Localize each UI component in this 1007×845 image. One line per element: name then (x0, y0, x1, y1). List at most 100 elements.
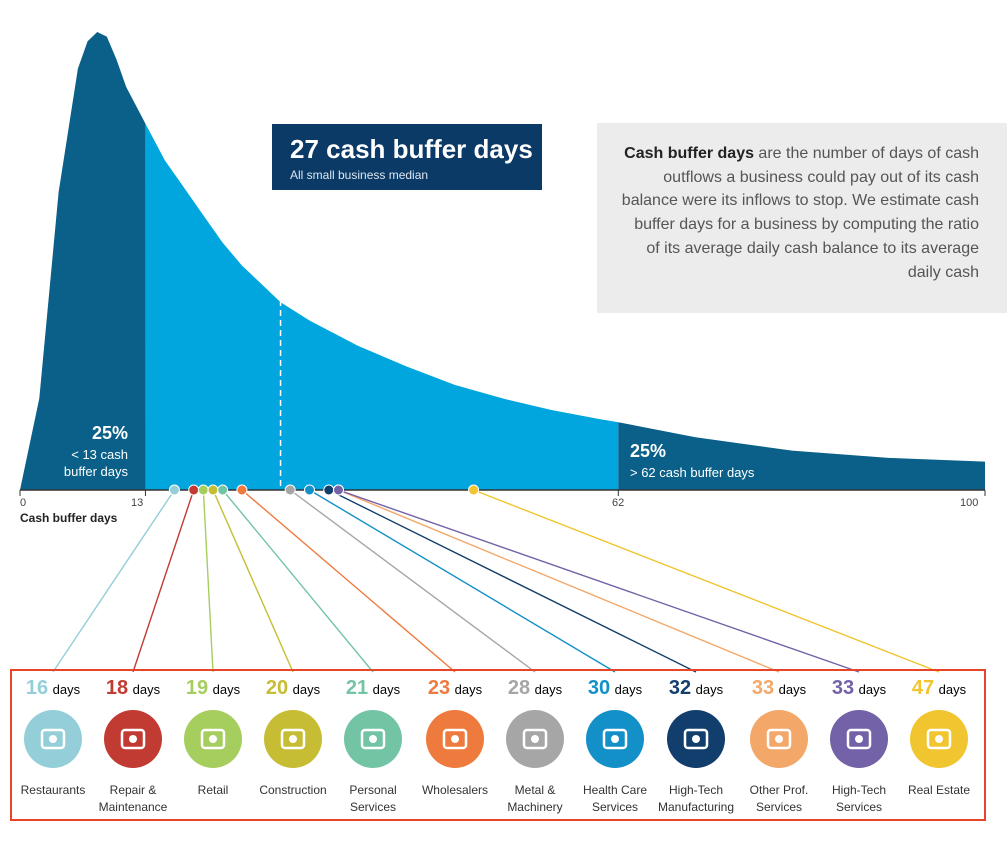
industry-name-line1: Retail (197, 783, 229, 797)
high-quartile-text: > 62 cash buffer days (630, 465, 755, 480)
median-subtitle: All small business median (290, 168, 429, 182)
industry-dot (284, 484, 296, 496)
tick-label: 13 (131, 497, 144, 509)
leader-line (473, 489, 940, 673)
industry-name-line1: Personal (349, 783, 397, 797)
industry-dot (468, 484, 480, 496)
median-callout: 27 cash buffer days All small business m… (272, 124, 542, 190)
industry-dot (168, 484, 180, 496)
for-sale-sign-icon (910, 710, 968, 768)
industry-days-unit: days (614, 682, 643, 697)
industry-item: 28 days Metal & Machinery (493, 676, 577, 816)
leader-line (241, 489, 456, 673)
industry-item: 19 days Retail (171, 676, 255, 799)
industry-days-unit: days (52, 682, 81, 697)
industry-days-number: 16 (25, 677, 49, 699)
industry-item: 21 days Personal Services (331, 676, 415, 816)
industry-name-line1: Metal & (514, 783, 556, 797)
industry-days-unit: days (454, 682, 483, 697)
leader-line (338, 489, 780, 673)
briefcase-icon (750, 710, 808, 768)
definition-text: are the number of days of cash outflows … (621, 145, 979, 281)
circuit-chip-icon (667, 710, 725, 768)
industry-name: High-Tech Services (817, 782, 901, 816)
industry-legend-frame (10, 669, 986, 821)
gears-icon (506, 710, 564, 768)
industry-days: 23 days (413, 676, 497, 702)
tick-label: 0 (20, 497, 27, 509)
industry-days: 47 days (897, 676, 981, 702)
median-title: 27 cash buffer days (290, 134, 533, 164)
definition-box: Cash buffer days are the number of days … (597, 123, 1007, 313)
industry-name: Restaurants (11, 782, 95, 799)
industry-dot (236, 484, 248, 496)
low-quartile-line2: buffer days (63, 464, 128, 479)
industry-days-number: 33 (831, 677, 855, 699)
industry-name-line2: Services (349, 800, 396, 814)
high-quartile-label: 25% > 62 cash buffer days (630, 441, 754, 480)
industry-name-line1: Wholesalers (421, 783, 489, 797)
industry-days-unit: days (858, 682, 887, 697)
leader-line (309, 489, 616, 673)
industry-item: 33 days Other Prof. Services (737, 676, 821, 816)
tick-label: 100 (960, 497, 979, 509)
leader-line (289, 489, 536, 673)
leader-line (52, 489, 175, 673)
hanger-icon (344, 710, 402, 768)
industry-days-number: 18 (105, 677, 129, 699)
industry-name-line1: Construction (259, 783, 327, 797)
industry-dot (323, 484, 335, 496)
industry-dot (304, 484, 315, 496)
middle-area (145, 123, 619, 490)
industry-days-unit: days (778, 682, 807, 697)
restaurant-icon (24, 710, 82, 768)
industry-days: 18 days (91, 676, 175, 702)
industry-name: Health Care Services (573, 782, 657, 816)
industry-days: 21 days (331, 676, 415, 702)
industry-dot (332, 484, 344, 496)
industry-days-number: 28 (507, 677, 531, 699)
tick-label: 62 (612, 497, 625, 509)
industry-item: 33 days High-Tech Services (817, 676, 901, 816)
leader-line (212, 489, 294, 673)
computer-icon (830, 710, 888, 768)
industry-name: High-Tech Manufacturing (654, 782, 738, 816)
industry-name: Other Prof. Services (737, 782, 821, 816)
definition-term: Cash buffer days (624, 145, 754, 162)
leader-line (132, 489, 195, 673)
industry-days-unit: days (292, 682, 321, 697)
industry-name-line1: Real Estate (907, 783, 971, 797)
industry-name-line1: Other Prof. (749, 783, 809, 797)
high-quartile-area (618, 422, 985, 490)
industry-days-number: 19 (185, 677, 209, 699)
industry-name-line1: Repair & (109, 783, 157, 797)
industry-days: 30 days (573, 676, 657, 702)
industry-item: 16 days Restaurants (11, 676, 95, 799)
low-quartile-line1: < 13 cash (71, 447, 128, 462)
industry-name-line2: Services (591, 800, 638, 814)
industry-days-number: 32 (668, 677, 692, 699)
industry-days-number: 21 (345, 677, 369, 699)
industry-days: 16 days (11, 676, 95, 702)
industry-days: 33 days (737, 676, 821, 702)
caduceus-icon (586, 710, 644, 768)
low-quartile-label: 25% < 13 cash buffer days (52, 423, 128, 479)
industry-days-number: 47 (911, 677, 935, 699)
industry-days: 19 days (171, 676, 255, 702)
industry-days-number: 20 (265, 677, 289, 699)
leader-line (222, 489, 374, 673)
industry-days-unit: days (938, 682, 967, 697)
industry-name-line2: Services (835, 800, 882, 814)
industry-name: Personal Services (331, 782, 415, 816)
industry-name: Wholesalers (413, 782, 497, 799)
industry-name: Real Estate (897, 782, 981, 799)
industry-name-line1: High-Tech (831, 783, 887, 797)
industry-name-line2: Maintenance (98, 800, 168, 814)
industry-dot (217, 484, 229, 496)
industry-name: Metal & Machinery (493, 782, 577, 816)
industry-days-number: 30 (587, 677, 611, 699)
industry-name-line2: Services (755, 800, 802, 814)
low-quartile-area (20, 32, 146, 490)
industry-days-unit: days (132, 682, 161, 697)
